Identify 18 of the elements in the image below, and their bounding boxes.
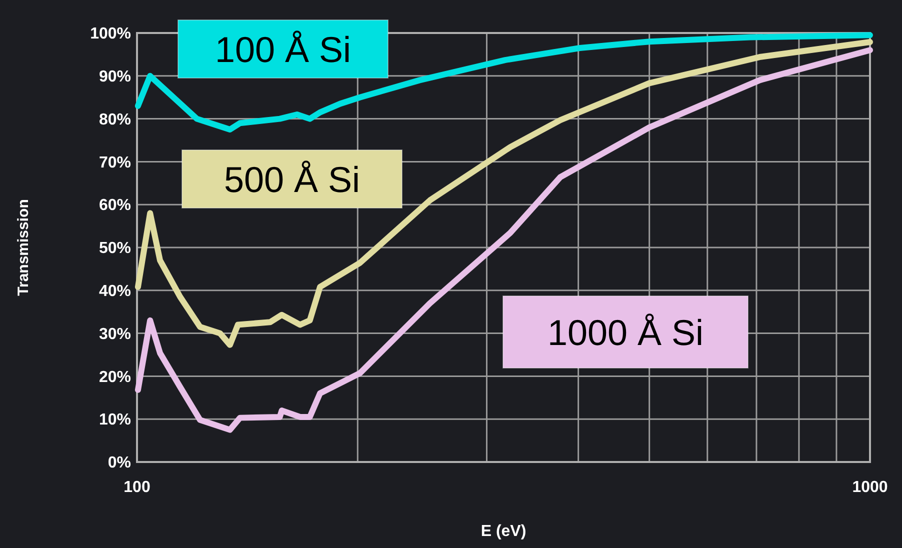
y-tick-label: 100% — [90, 26, 131, 43]
y-tick-label: 90% — [98, 68, 131, 86]
y-tick-label: 30% — [98, 326, 131, 343]
y-tick-label: 60% — [98, 197, 131, 214]
text: 1000 Å Si — [547, 312, 704, 353]
y-axis-title: Transmission — [15, 199, 32, 296]
y-tick-label: 40% — [98, 283, 131, 300]
x-tick-label: 100 — [124, 479, 150, 496]
series-label: 100 Å Si — [214, 28, 352, 70]
y-tick-label: 10% — [98, 412, 131, 429]
y-tick-label: 0% — [108, 454, 131, 472]
y-tick-label: 20% — [98, 368, 131, 386]
y-tick-label: 50% — [98, 240, 131, 258]
x-tick-label: 1000 — [852, 479, 888, 496]
y-tick-label: 70% — [98, 154, 131, 172]
y-tick-label: 80% — [98, 111, 131, 128]
series-label: 500 Å Si — [224, 158, 360, 200]
x-axis-title: E (eV) — [480, 523, 526, 540]
